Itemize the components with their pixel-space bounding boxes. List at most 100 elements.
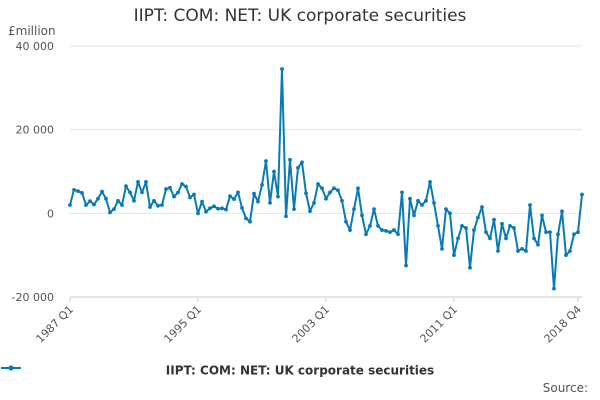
data-point[interactable] [184, 184, 188, 189]
data-point[interactable] [208, 206, 212, 211]
data-point[interactable] [312, 200, 316, 205]
data-point[interactable] [368, 223, 372, 228]
data-point[interactable] [212, 204, 216, 209]
data-point[interactable] [116, 198, 120, 203]
data-point[interactable] [240, 206, 244, 210]
data-point[interactable] [512, 226, 516, 230]
data-point[interactable] [156, 203, 160, 208]
data-point[interactable] [72, 188, 76, 192]
data-point[interactable] [216, 206, 220, 211]
data-point[interactable] [440, 246, 444, 251]
data-point[interactable] [236, 190, 240, 195]
data-point[interactable] [480, 205, 484, 209]
data-point[interactable] [332, 186, 336, 191]
data-point[interactable] [264, 159, 268, 163]
data-point[interactable] [80, 190, 84, 195]
data-point[interactable] [568, 249, 572, 253]
data-point[interactable] [280, 67, 284, 71]
data-point[interactable] [464, 226, 468, 230]
data-point[interactable] [540, 213, 544, 218]
data-point[interactable] [404, 263, 408, 268]
data-point[interactable] [532, 236, 536, 241]
data-point[interactable] [520, 246, 524, 251]
data-point[interactable] [164, 187, 168, 191]
data-point[interactable] [372, 207, 376, 212]
data-point[interactable] [364, 232, 368, 237]
data-point[interactable] [552, 286, 556, 291]
data-point[interactable] [392, 228, 396, 232]
data-point[interactable] [500, 221, 504, 226]
data-point[interactable] [528, 203, 532, 207]
data-point[interactable] [360, 213, 364, 218]
data-point[interactable] [432, 200, 436, 205]
data-point[interactable] [168, 185, 172, 190]
data-point[interactable] [492, 217, 496, 222]
data-point[interactable] [220, 206, 224, 211]
data-point[interactable] [564, 253, 568, 258]
data-point[interactable] [388, 230, 392, 235]
data-point[interactable] [436, 223, 440, 228]
legend[interactable]: IIPT: COM: NET: UK corporate securities [0, 363, 600, 378]
data-point[interactable] [260, 182, 264, 187]
data-point[interactable] [580, 192, 584, 197]
data-point[interactable] [76, 189, 80, 194]
data-point[interactable] [536, 242, 540, 247]
data-point[interactable] [352, 207, 356, 212]
data-point[interactable] [224, 207, 228, 212]
data-point[interactable] [296, 165, 300, 170]
data-point[interactable] [148, 205, 152, 209]
data-point[interactable] [108, 210, 112, 215]
data-point[interactable] [100, 189, 104, 194]
data-point[interactable] [456, 236, 460, 241]
data-point[interactable] [112, 207, 116, 212]
data-point[interactable] [548, 230, 552, 235]
data-point[interactable] [124, 184, 128, 189]
data-point[interactable] [188, 195, 192, 200]
data-point[interactable] [308, 209, 312, 214]
data-point[interactable] [340, 198, 344, 203]
data-point[interactable] [200, 199, 204, 204]
data-point[interactable] [424, 198, 428, 203]
data-point[interactable] [348, 228, 352, 232]
data-point[interactable] [192, 192, 196, 197]
data-point[interactable] [244, 216, 248, 221]
data-point[interactable] [316, 182, 320, 186]
data-point[interactable] [324, 196, 328, 201]
data-point[interactable] [232, 197, 236, 202]
data-point[interactable] [248, 219, 252, 224]
data-point[interactable] [272, 169, 276, 174]
data-point[interactable] [300, 160, 304, 165]
data-point[interactable] [524, 249, 528, 253]
data-point[interactable] [356, 186, 360, 191]
data-point[interactable] [228, 194, 232, 199]
data-point[interactable] [452, 253, 456, 258]
data-point[interactable] [180, 182, 184, 186]
data-point[interactable] [252, 191, 256, 196]
data-point[interactable] [400, 190, 404, 195]
data-point[interactable] [428, 180, 432, 184]
data-point[interactable] [396, 232, 400, 237]
data-point[interactable] [288, 157, 292, 162]
data-point[interactable] [376, 223, 380, 228]
data-point[interactable] [284, 214, 288, 219]
data-point[interactable] [336, 188, 340, 193]
data-point[interactable] [384, 229, 388, 233]
data-point[interactable] [508, 223, 512, 228]
data-point[interactable] [412, 213, 416, 218]
data-point[interactable] [160, 203, 164, 207]
data-point[interactable] [96, 196, 100, 201]
data-point[interactable] [88, 199, 92, 204]
data-point[interactable] [468, 265, 472, 270]
data-point[interactable] [304, 191, 308, 196]
data-point[interactable] [132, 198, 136, 203]
data-point[interactable] [420, 203, 424, 207]
data-point[interactable] [544, 230, 548, 235]
data-point[interactable] [128, 190, 132, 195]
data-point[interactable] [256, 199, 260, 204]
data-point[interactable] [516, 249, 520, 253]
data-point[interactable] [176, 190, 180, 195]
data-point[interactable] [136, 180, 140, 184]
data-point[interactable] [328, 190, 332, 195]
data-point[interactable] [444, 207, 448, 212]
data-point[interactable] [276, 194, 280, 199]
